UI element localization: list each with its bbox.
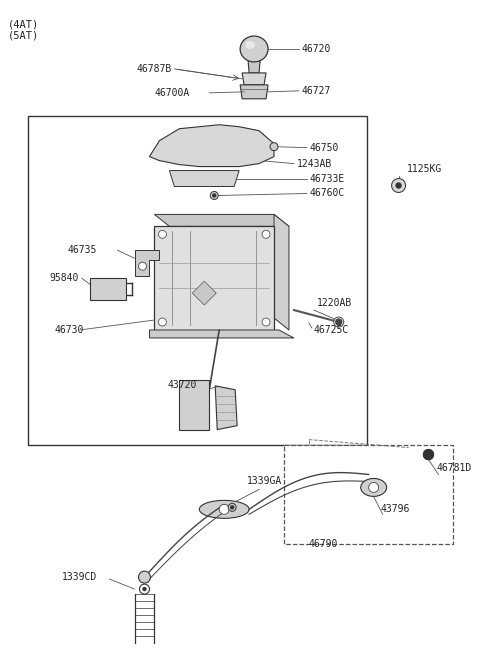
Polygon shape (274, 214, 289, 330)
Text: 1243AB: 1243AB (297, 158, 332, 169)
Text: 46790: 46790 (309, 539, 338, 549)
Polygon shape (134, 250, 159, 276)
Circle shape (158, 231, 167, 238)
Text: 1220AB: 1220AB (317, 298, 352, 308)
Ellipse shape (245, 41, 255, 49)
Polygon shape (149, 330, 294, 338)
Bar (28, 116, 367, 445)
Text: 46787B: 46787B (136, 64, 171, 74)
Text: 1339GA: 1339GA (247, 476, 282, 486)
Text: 46735: 46735 (68, 245, 97, 256)
Circle shape (231, 506, 234, 509)
Circle shape (369, 482, 379, 492)
Circle shape (392, 179, 406, 193)
Polygon shape (192, 281, 216, 305)
Text: 43796: 43796 (381, 505, 410, 514)
Circle shape (139, 571, 150, 583)
Polygon shape (149, 125, 274, 167)
Circle shape (270, 143, 278, 150)
Circle shape (336, 319, 342, 325)
Bar (90, 278, 126, 300)
Bar (155, 227, 274, 331)
Text: 46700A: 46700A (155, 88, 190, 98)
Text: 46733E: 46733E (310, 173, 345, 183)
Text: 46720: 46720 (302, 44, 331, 54)
Circle shape (262, 231, 270, 238)
Circle shape (396, 183, 401, 188)
Circle shape (423, 449, 433, 459)
Text: (4AT)
(5AT): (4AT) (5AT) (8, 19, 39, 41)
Ellipse shape (360, 478, 386, 497)
Text: 95840: 95840 (50, 273, 79, 283)
Circle shape (210, 191, 218, 200)
Bar (284, 445, 454, 544)
Ellipse shape (199, 501, 249, 518)
Circle shape (219, 505, 229, 514)
Text: 46727: 46727 (302, 86, 331, 96)
Polygon shape (155, 214, 289, 227)
Polygon shape (215, 386, 237, 430)
Text: 43720: 43720 (168, 380, 197, 390)
Circle shape (158, 318, 167, 326)
Circle shape (262, 318, 270, 326)
Text: 46750: 46750 (310, 143, 339, 152)
Circle shape (334, 317, 344, 327)
Circle shape (139, 262, 146, 270)
Circle shape (213, 194, 216, 197)
Text: 46760C: 46760C (310, 189, 345, 198)
Polygon shape (240, 85, 268, 99)
Text: 46730: 46730 (55, 325, 84, 335)
Polygon shape (248, 61, 260, 73)
Circle shape (143, 587, 146, 591)
Polygon shape (169, 171, 239, 187)
Polygon shape (242, 73, 266, 85)
Circle shape (423, 449, 433, 459)
Text: 1125KG: 1125KG (407, 164, 442, 173)
Ellipse shape (240, 36, 268, 62)
Text: 46781D: 46781D (436, 463, 472, 472)
Circle shape (140, 584, 149, 594)
Text: 1339CD: 1339CD (62, 572, 97, 582)
Text: 46725C: 46725C (314, 325, 349, 335)
Bar (180, 380, 209, 430)
Circle shape (228, 503, 236, 511)
